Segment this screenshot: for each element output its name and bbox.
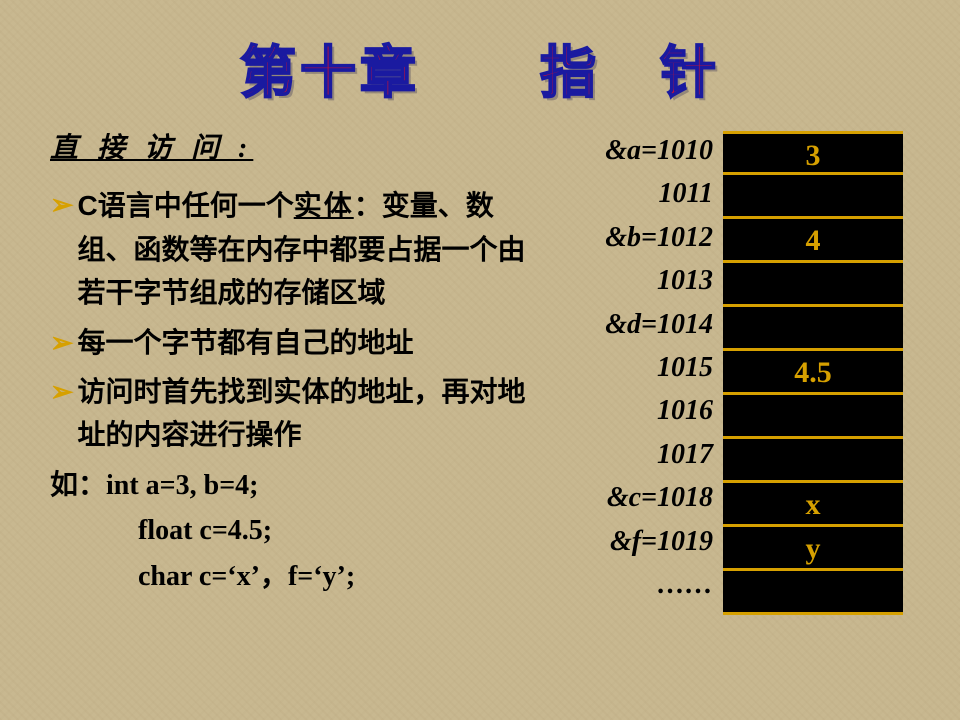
addr-label: 1013: [553, 259, 713, 302]
letter-c: C: [77, 190, 97, 221]
bullet-text: 访问时首先找到实体的地址，再对地址的内容进行操作: [77, 371, 545, 458]
memory-cell: 4.5: [723, 351, 903, 395]
code-line: char c=‘x’，f=‘y’;: [50, 555, 545, 598]
code-line: float c=4.5;: [50, 509, 545, 552]
memory-cell: y: [723, 527, 903, 571]
bullet-text: 每一个字节都有自己的地址: [77, 322, 413, 365]
right-column: &a=1010 1011 &b=1012 1013 &d=1014 1015 1…: [545, 127, 903, 615]
addr-label: 1011: [553, 172, 713, 215]
bullet-item: ➢ 访问时首先找到实体的地址，再对地址的内容进行操作: [50, 371, 545, 458]
bullet-marker-icon: ➢: [50, 322, 73, 365]
memory-cell: x: [723, 483, 903, 527]
bullet-item: ➢ C语言中任何一个实体：变量、数组、函数等在内存中都要占据一个由若干字节组成的…: [50, 184, 545, 315]
addr-label: &c=1018: [553, 476, 713, 519]
memory-cell: [723, 307, 903, 351]
address-column: &a=1010 1011 &b=1012 1013 &d=1014 1015 1…: [553, 127, 723, 615]
memory-cell: [723, 571, 903, 615]
addr-label: &f=1019: [553, 520, 713, 563]
addr-label: 1016: [553, 389, 713, 432]
bullet-marker-icon: ➢: [50, 184, 73, 315]
bullet-text-a: 语言中任何一个: [98, 191, 294, 222]
memory-cell: [723, 263, 903, 307]
addr-label: &d=1014: [553, 303, 713, 346]
memory-column: 3 4 4.5 x y: [723, 127, 903, 615]
memory-cell: 4: [723, 219, 903, 263]
memory-cell: [723, 175, 903, 219]
bullet-text: C语言中任何一个实体：变量、数组、函数等在内存中都要占据一个由若干字节组成的存储…: [77, 184, 545, 315]
addr-label: 1017: [553, 433, 713, 476]
entity-word: 实体: [294, 191, 354, 222]
memory-cell: 3: [723, 131, 903, 175]
memory-cell: [723, 395, 903, 439]
bullet-marker-icon: ➢: [50, 371, 73, 458]
left-column: 直 接 访 问 : ➢ C语言中任何一个实体：变量、数组、函数等在内存中都要占据…: [50, 127, 545, 615]
memory-cell: [723, 439, 903, 483]
chapter-title: 第十章 指 针: [0, 0, 960, 109]
addr-label: &a=1010: [553, 129, 713, 172]
content-area: 直 接 访 问 : ➢ C语言中任何一个实体：变量、数组、函数等在内存中都要占据…: [0, 109, 960, 615]
addr-label: ……: [553, 563, 713, 606]
bullet-item: ➢ 每一个字节都有自己的地址: [50, 322, 545, 365]
section-subtitle: 直 接 访 问 :: [50, 127, 545, 170]
addr-label: 1015: [553, 346, 713, 389]
addr-label: &b=1012: [553, 216, 713, 259]
code-line: 如：int a=3, b=4;: [50, 464, 545, 507]
